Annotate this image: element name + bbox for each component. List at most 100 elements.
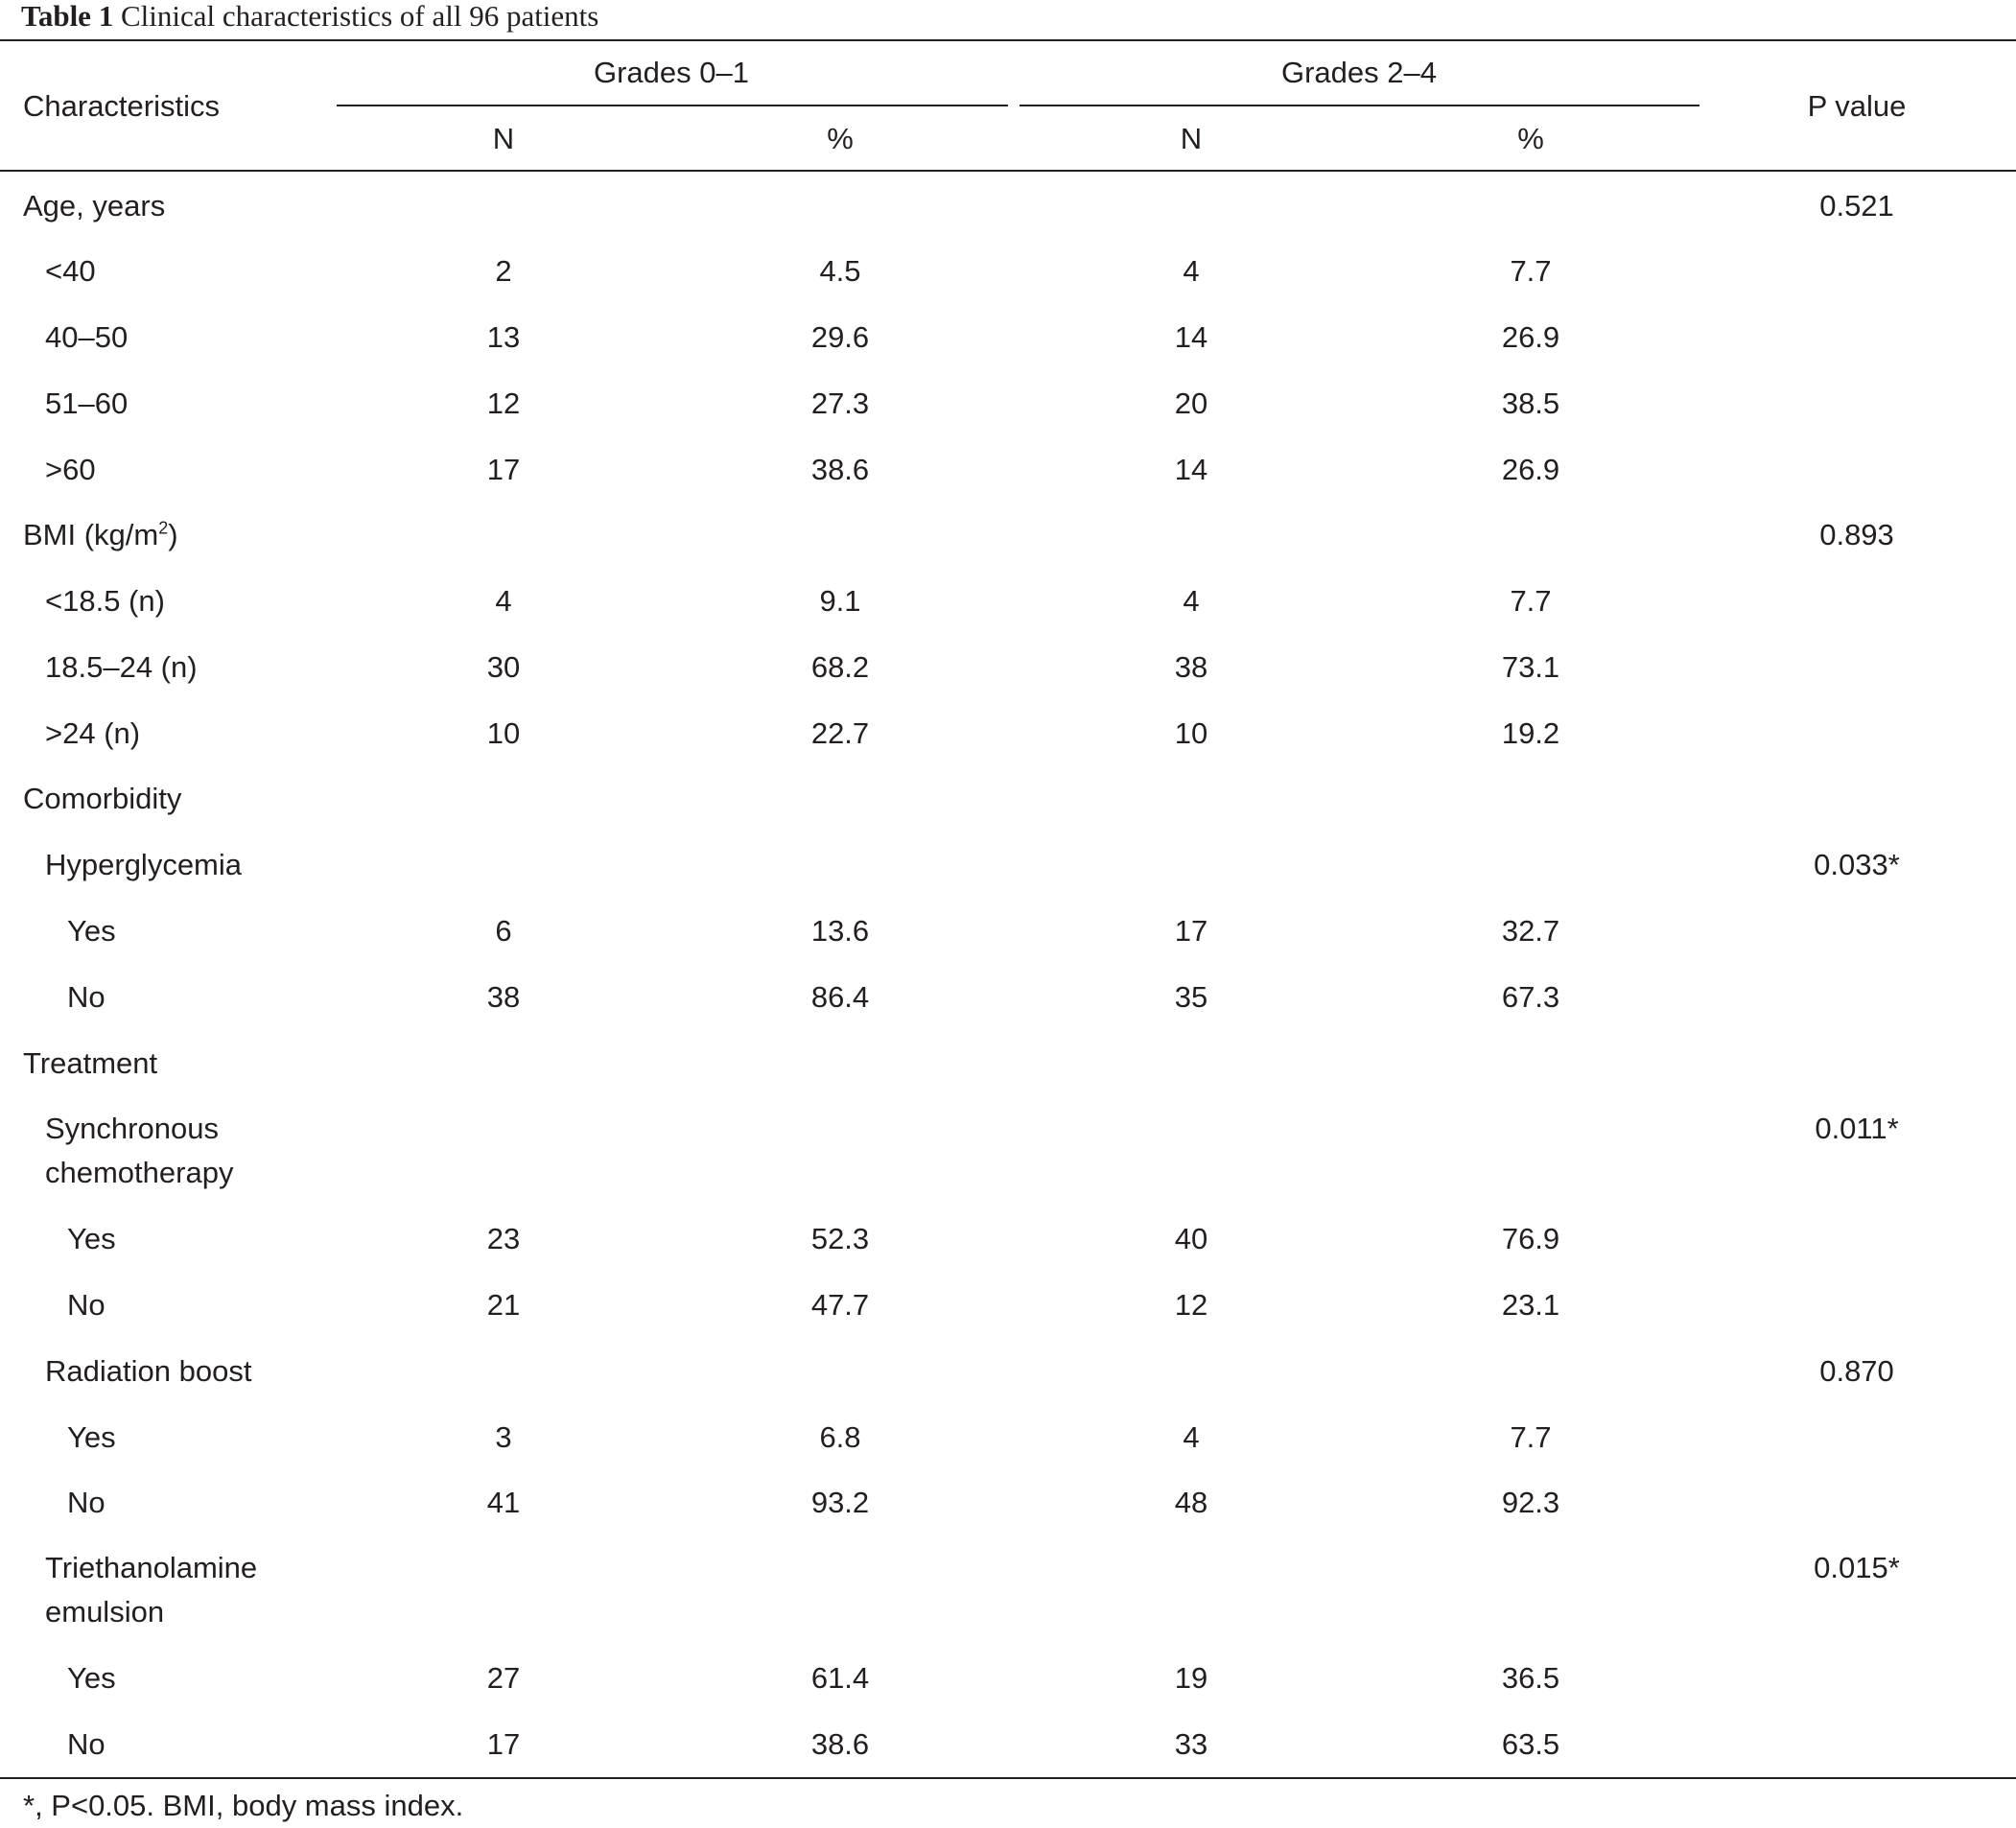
row-label: No — [67, 1283, 105, 1327]
table-cell-p2: 38.5 — [1501, 387, 1560, 420]
table-cell-p1: 4.5 — [819, 254, 861, 288]
row-label: Synchronous chemotherapy — [45, 1107, 314, 1195]
row-label-text: No — [67, 1288, 105, 1322]
table-cell-n2: 4 — [1183, 1420, 1200, 1454]
table-cell-p2: 76.9 — [1501, 1222, 1560, 1255]
row-label: <18.5 (n) — [45, 579, 165, 623]
row-label-text: Hyperglycemia — [45, 848, 243, 881]
table-cell-n2: 17 — [1174, 914, 1208, 948]
table-cell-p1: 6.8 — [819, 1420, 861, 1454]
table-cell-p2: 73.1 — [1501, 650, 1560, 684]
row-label: >60 — [45, 448, 96, 492]
table-cell-n1: 17 — [486, 453, 521, 486]
table-cell-n1: 30 — [486, 650, 521, 684]
table-cell-n1: 6 — [495, 914, 512, 948]
table-caption-label: Table 1 — [21, 0, 114, 33]
table-cell-p1: 47.7 — [810, 1288, 870, 1322]
table-cell-p2: 26.9 — [1501, 453, 1560, 486]
table-cell-n2: 14 — [1174, 453, 1208, 486]
table-cell-p2: 63.5 — [1501, 1727, 1560, 1761]
row-label: <40 — [45, 249, 96, 293]
table-cell-p: 0.033* — [1814, 848, 1900, 881]
table-cell-p2: 26.9 — [1501, 320, 1560, 354]
row-label-text: Yes — [67, 1420, 116, 1454]
row-label-text: Age, years — [23, 189, 166, 223]
table-cell-p2: 36.5 — [1501, 1661, 1560, 1695]
row-label-text: <18.5 (n) — [45, 584, 165, 618]
row-label-text: Yes — [67, 1222, 116, 1255]
row-label: Yes — [67, 909, 116, 953]
table-cell-n2: 4 — [1183, 254, 1200, 288]
table-caption: Table 1 Clinical characteristics of all … — [21, 0, 598, 33]
header-p-value: P value — [1807, 89, 1907, 123]
row-label-text: No — [67, 980, 105, 1014]
row-label-text: 40–50 — [45, 320, 129, 354]
table-cell-n2: 20 — [1174, 387, 1208, 420]
table-cell-n2: 33 — [1174, 1727, 1208, 1761]
table-cell-p1: 38.6 — [810, 1727, 870, 1761]
table-cell-p1: 13.6 — [810, 914, 870, 948]
header-pct-group1: % — [827, 122, 854, 155]
table-cell-p1: 22.7 — [810, 716, 870, 750]
footnote: *, P<0.05. BMI, body mass index. — [23, 1789, 464, 1822]
group2-underline — [1020, 105, 1700, 106]
table-cell-p2: 92.3 — [1501, 1486, 1560, 1519]
row-label-text: Yes — [67, 1661, 116, 1695]
table-cell-p2: 67.3 — [1501, 980, 1560, 1014]
table-cell-p1: 61.4 — [810, 1661, 870, 1695]
table-cell-p2: 19.2 — [1501, 716, 1560, 750]
table-cell-p2: 23.1 — [1501, 1288, 1560, 1322]
row-label: 40–50 — [45, 316, 128, 360]
top-rule — [0, 39, 2016, 41]
table-cell-n1: 12 — [486, 387, 521, 420]
row-label: Radiation boost — [45, 1349, 251, 1394]
row-label: Treatment — [23, 1042, 157, 1086]
table-cell-p1: 86.4 — [810, 980, 870, 1014]
header-n-group1: N — [492, 122, 515, 155]
row-label-text: <40 — [45, 254, 96, 288]
row-label: Yes — [67, 1416, 116, 1460]
table-cell-p1: 9.1 — [819, 584, 861, 618]
table-cell-p1: 27.3 — [810, 387, 870, 420]
row-label-text: Yes — [67, 914, 116, 948]
row-label-text: 51–60 — [45, 387, 129, 420]
row-label-text: Comorbidity — [23, 782, 182, 815]
row-label-tail: ) — [168, 518, 178, 551]
row-label: Triethanolamine emulsion — [45, 1546, 314, 1634]
table-cell-n2: 19 — [1174, 1661, 1208, 1695]
row-label: No — [67, 975, 105, 1019]
row-label-text: No — [67, 1486, 105, 1519]
table-cell-n2: 38 — [1174, 650, 1208, 684]
group1-underline — [337, 105, 1008, 106]
table-cell-n1: 23 — [486, 1222, 521, 1255]
table-cell-n1: 13 — [486, 320, 521, 354]
table-cell-p: 0.521 — [1819, 189, 1894, 223]
table-cell-p1: 68.2 — [810, 650, 870, 684]
table-cell-p1: 29.6 — [810, 320, 870, 354]
row-label: Yes — [67, 1217, 116, 1261]
row-label: No — [67, 1723, 105, 1767]
row-label-text: Synchronous chemotherapy — [45, 1112, 234, 1189]
table-cell-n1: 41 — [486, 1486, 521, 1519]
header-group-grades-0-1: Grades 0–1 — [594, 56, 749, 89]
table-cell-n2: 14 — [1174, 320, 1208, 354]
table-cell-n1: 21 — [486, 1288, 521, 1322]
row-label: Comorbidity — [23, 777, 181, 821]
header-characteristics: Characteristics — [23, 89, 220, 123]
table-cell-p: 0.015* — [1814, 1551, 1900, 1584]
table-cell-p1: 93.2 — [810, 1486, 870, 1519]
bottom-rule — [0, 1777, 2016, 1779]
table-cell-n1: 27 — [486, 1661, 521, 1695]
row-label: Yes — [67, 1656, 116, 1700]
row-label-text: No — [67, 1727, 105, 1761]
table-cell-n1: 3 — [495, 1420, 512, 1454]
row-label-superscript: 2 — [158, 518, 169, 538]
table-cell-p: 0.011* — [1815, 1112, 1899, 1145]
row-label: No — [67, 1481, 105, 1525]
row-label-text: Radiation boost — [45, 1354, 252, 1388]
header-group-grades-2-4: Grades 2–4 — [1281, 56, 1437, 89]
row-label: 18.5–24 (n) — [45, 645, 198, 690]
table-cell-n2: 4 — [1183, 584, 1200, 618]
table-cell-p1: 38.6 — [810, 453, 870, 486]
table-cell-n2: 35 — [1174, 980, 1208, 1014]
